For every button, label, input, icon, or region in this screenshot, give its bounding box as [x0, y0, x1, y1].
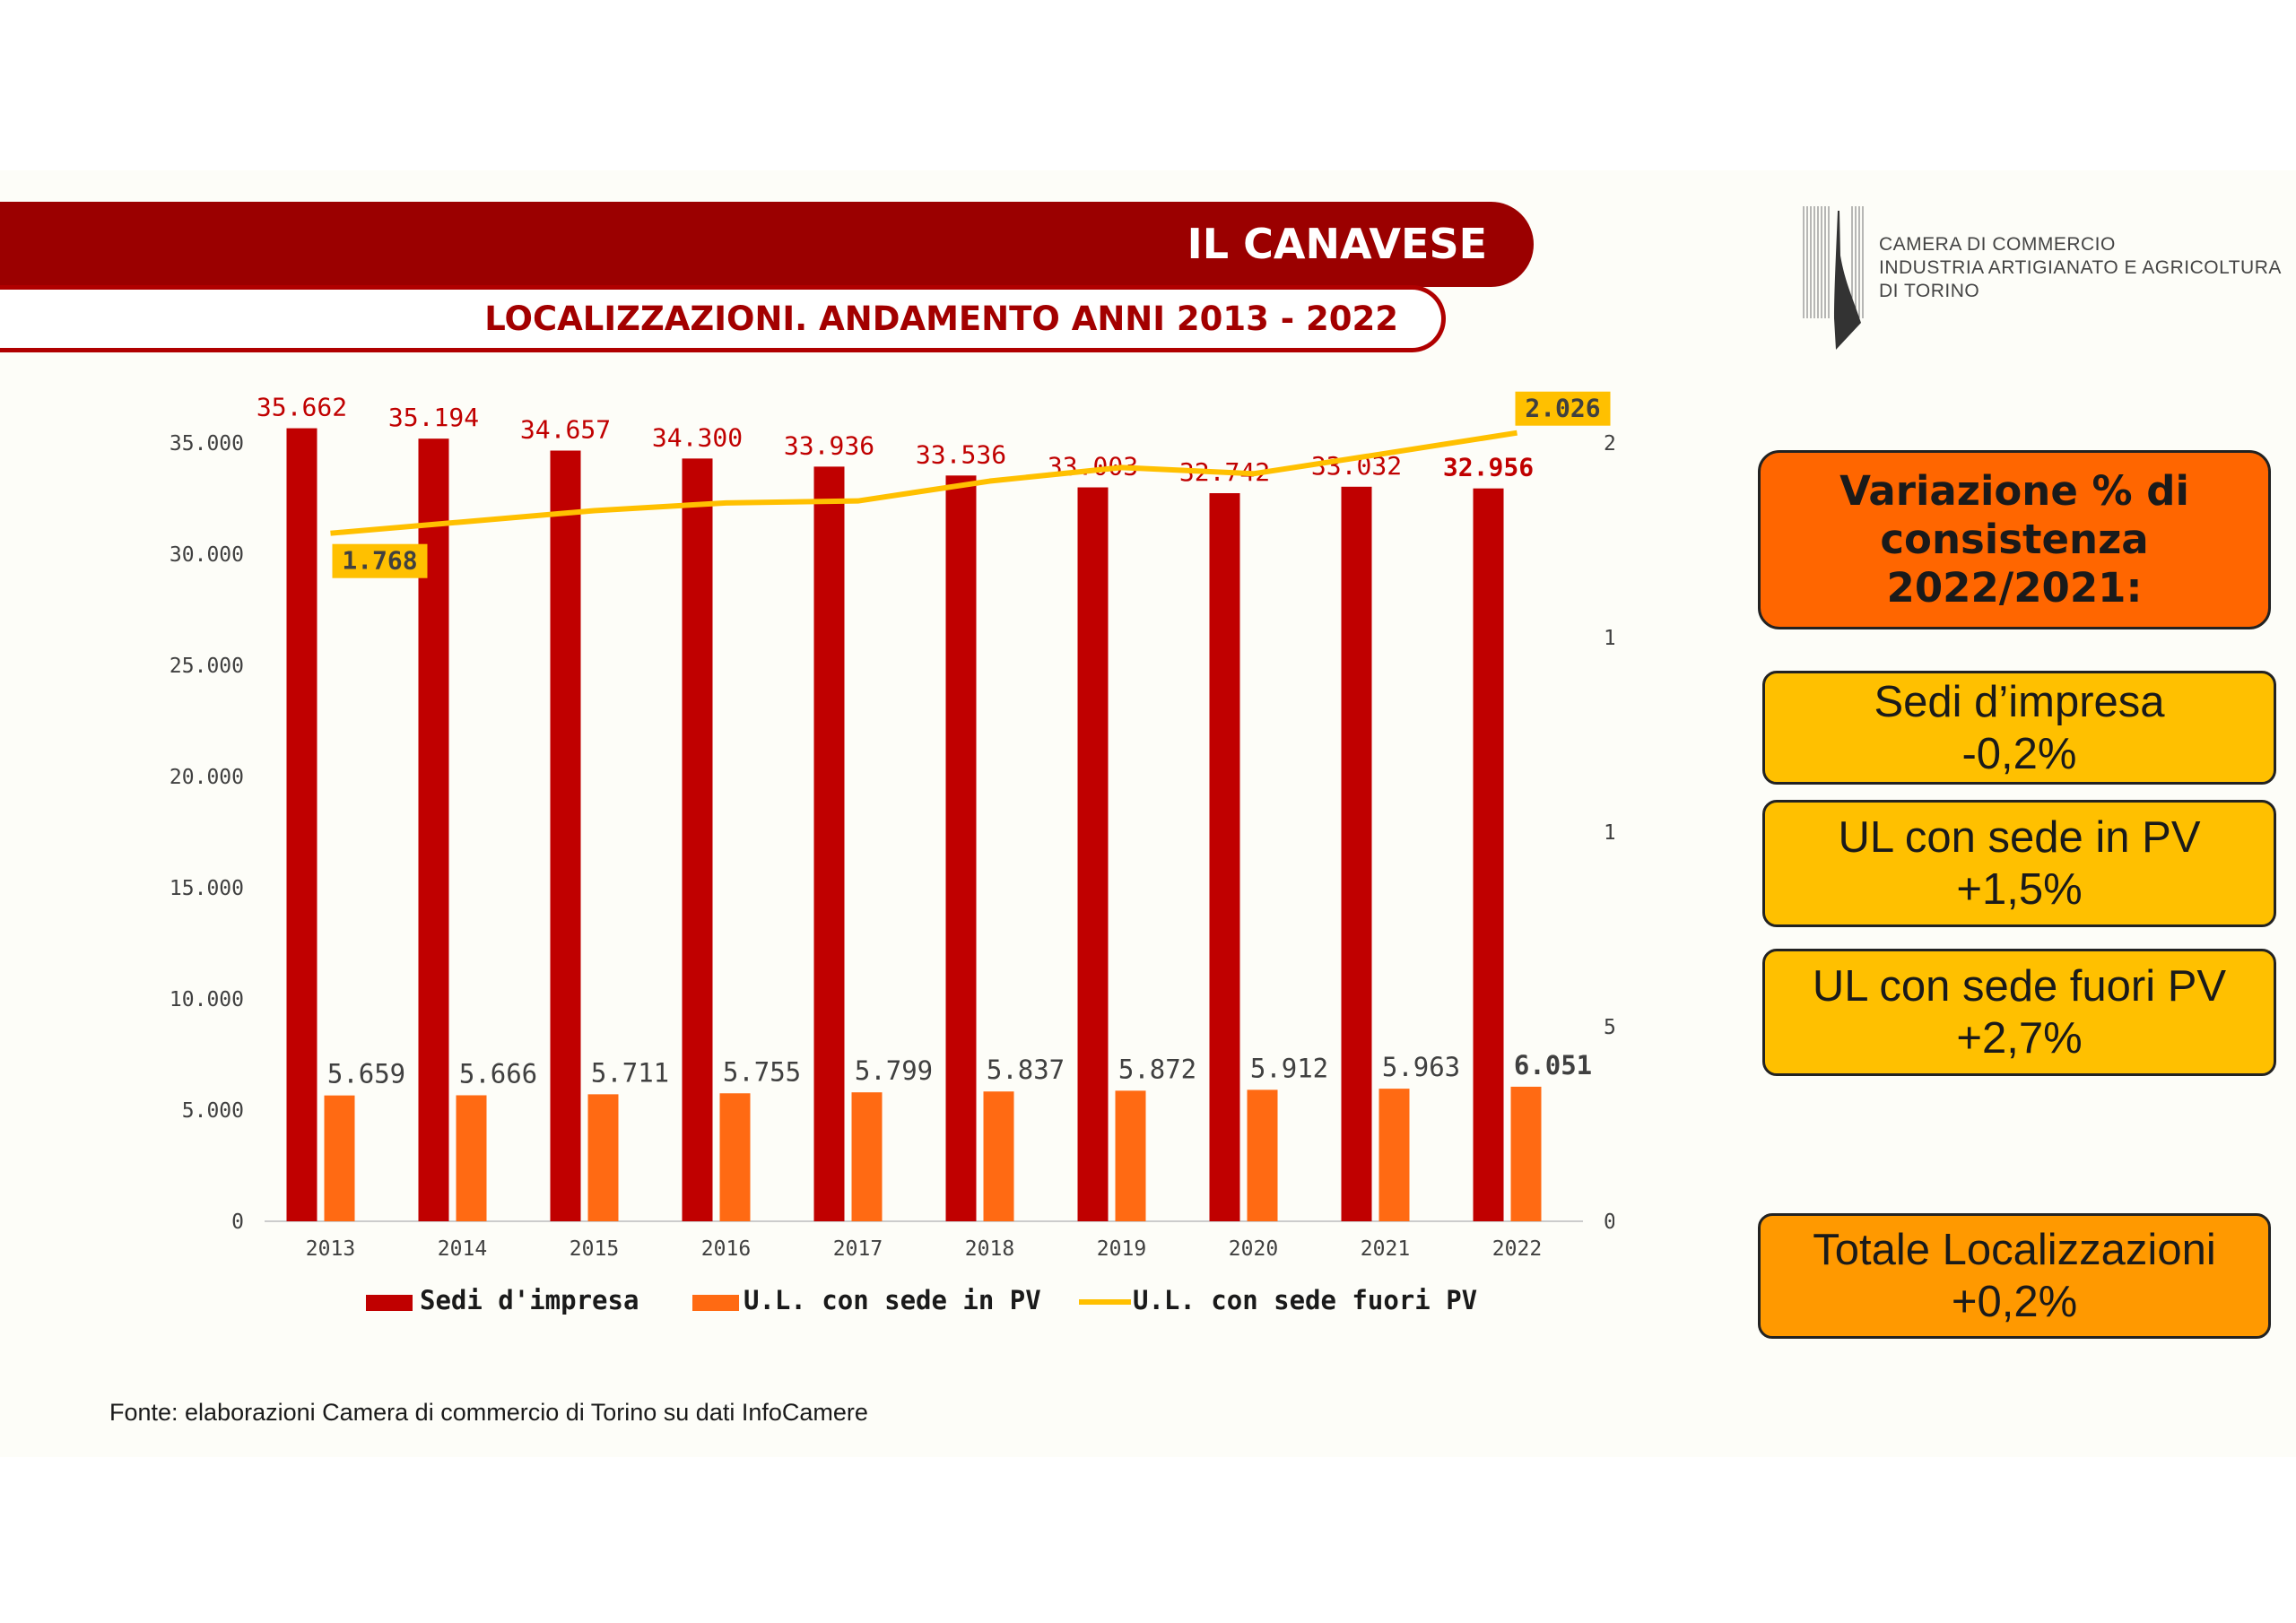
y-left-tick-label: 5.000 [182, 1099, 244, 1123]
data-label-ul-in: 6.051 [1514, 1050, 1592, 1081]
totale-variation-value: +0,2% [1951, 1278, 2078, 1326]
data-label-ul-in: 5.659 [327, 1059, 405, 1089]
y-left-tick-label: 15.000 [170, 877, 244, 900]
data-label-sedi: 33.936 [784, 430, 874, 460]
mole-antonelliana-icon [1803, 206, 1864, 350]
logo-line-3: DI TORINO [1879, 281, 1980, 301]
bar-sedi [286, 428, 317, 1221]
page-subtitle: LOCALIZZAZIONI. ANDAMENTO ANNI 2013 - 20… [484, 299, 1398, 338]
variation-title: Variazione % di consistenza 2022/2021: [1839, 467, 2189, 612]
bar-sedi [1473, 488, 1504, 1221]
x-tick-label: 2019 [1097, 1237, 1146, 1261]
data-label-ul-in: 5.963 [1382, 1052, 1460, 1082]
legend-label-ul-fuori: U.L. con sede fuori PV [1133, 1285, 1478, 1315]
bar-ul-in [983, 1091, 1014, 1221]
y-right-tick-label: 500 [1604, 1016, 1614, 1039]
bar-sedi [945, 475, 977, 1221]
bar-sedi [1077, 487, 1109, 1221]
data-label-sedi: 35.194 [388, 403, 479, 432]
legend-swatch-ul-in [692, 1295, 739, 1311]
line-label-bg [332, 543, 428, 578]
line-label-bg [1515, 391, 1611, 426]
x-tick-label: 2014 [438, 1237, 487, 1261]
title-banner: IL CANAVESE [0, 202, 1534, 287]
bar-ul-in [719, 1093, 751, 1221]
bar-ul-in [1247, 1089, 1278, 1221]
data-label-sedi: 34.300 [652, 422, 743, 452]
totale-variation-box: Totale Localizzazioni +0,2% [1758, 1213, 2271, 1339]
localizzazioni-chart: 0 5.000 10.000 15.000 20.000 25.000 30.000 35.0… [170, 391, 1614, 1261]
ul-fuori-variation-box: UL con sede fuori PV +2,7% [1762, 949, 2276, 1076]
sedi-variation-box: Sedi d’impresa -0,2% [1762, 671, 2276, 785]
y-left-tick-label: 10.000 [170, 988, 244, 1011]
legend-label-sedi: Sedi d'impresa [420, 1285, 639, 1315]
y-right-tick-label: 0 [1604, 1211, 1614, 1234]
sedi-variation-value: -0,2% [1961, 729, 2077, 778]
bar-ul-in [851, 1092, 883, 1221]
data-label-ul-in: 5.837 [987, 1055, 1065, 1085]
y-left-tick-label: 20.000 [170, 766, 244, 789]
y-left-tick-label: 35.000 [170, 432, 244, 456]
bar-sedi [550, 450, 581, 1221]
bar-sedi [1209, 492, 1240, 1221]
x-tick-label: 2021 [1361, 1237, 1410, 1261]
logo-line-1: CAMERA DI COMMERCIO [1879, 234, 2116, 255]
data-label-ul-in: 5.912 [1250, 1053, 1328, 1083]
bar-ul-in [1115, 1090, 1146, 1221]
x-tick-label: 2015 [570, 1237, 619, 1261]
line-ul-fuori [330, 430, 1518, 536]
y-left-tick-label: 0 [231, 1211, 244, 1234]
ul-in-variation-label: UL con sede in PV [1838, 813, 2201, 862]
x-tick-label: 2017 [833, 1237, 883, 1261]
x-tick-label: 2022 [1492, 1237, 1542, 1261]
x-tick-label: 2018 [965, 1237, 1014, 1261]
sedi-variation-label: Sedi d’impresa [1874, 677, 2165, 726]
legend-swatch-ul-fuori [1079, 1299, 1131, 1305]
data-label-ul-in: 5.711 [591, 1057, 669, 1088]
chamber-logo: CAMERA DI COMMERCIO INDUSTRIA ARTIGIANAT… [1798, 202, 2283, 350]
ul-fuori-variation-label: UL con sede fuori PV [1812, 962, 2227, 1011]
bar-sedi [682, 458, 713, 1221]
ul-fuori-variation-value: +2,7% [1956, 1014, 2083, 1063]
y-right-tick-label: 1.000 [1604, 821, 1614, 845]
x-tick-label: 2020 [1229, 1237, 1278, 1261]
ul-in-variation-box: UL con sede in PV +1,5% [1762, 800, 2276, 927]
totale-variation-label: Totale Localizzazioni [1813, 1226, 2216, 1274]
subtitle-banner: LOCALIZZAZIONI. ANDAMENTO ANNI 2013 - 20… [0, 285, 1446, 352]
y-right-tick-label: 1.500 [1604, 627, 1614, 650]
bar-ul-in [587, 1094, 619, 1221]
y-left-tick-label: 30.000 [170, 543, 244, 567]
logo-line-2: INDUSTRIA ARTIGIANATO E AGRICOLTURA [1879, 257, 2282, 278]
bar-ul-in [1510, 1086, 1542, 1221]
bar-ul-in [456, 1095, 487, 1221]
bar-ul-in [1378, 1089, 1410, 1221]
source-note: Fonte: elaborazioni Camera di commercio … [109, 1399, 868, 1426]
bar-ul-in [324, 1095, 355, 1221]
data-label-ul-fuori: 1.768 [342, 546, 417, 576]
legend-label-ul-in: U.L. con sede in PV [744, 1285, 1041, 1315]
legend-swatch-sedi [366, 1295, 413, 1311]
data-label-ul-in: 5.872 [1118, 1054, 1196, 1084]
y-right-tick-label: 2.000 [1604, 432, 1614, 456]
data-label-sedi: 34.657 [520, 415, 611, 445]
page-title: IL CANAVESE [1187, 220, 1487, 268]
ul-in-variation-value: +1,5% [1956, 865, 2083, 914]
variation-title-box: Variazione % di consistenza 2022/2021: [1758, 450, 2271, 629]
data-label-sedi: 32.956 [1443, 453, 1534, 482]
y-left-tick-label: 25.000 [170, 655, 244, 678]
data-label-ul-in: 5.666 [459, 1058, 537, 1089]
logo-text: CAMERA DI COMMERCIO INDUSTRIA ARTIGIANAT… [1879, 233, 2282, 303]
data-label-ul-in: 5.799 [855, 1055, 933, 1086]
data-label-ul-in: 5.755 [723, 1056, 801, 1087]
data-label-sedi: 33.536 [916, 439, 1006, 469]
data-label-ul-fuori: 2.026 [1525, 394, 1600, 423]
x-tick-label: 2016 [701, 1237, 751, 1261]
bar-sedi [813, 466, 845, 1221]
x-tick-label: 2013 [306, 1237, 355, 1261]
bar-sedi [1341, 486, 1372, 1221]
data-label-sedi: 35.662 [257, 393, 347, 422]
